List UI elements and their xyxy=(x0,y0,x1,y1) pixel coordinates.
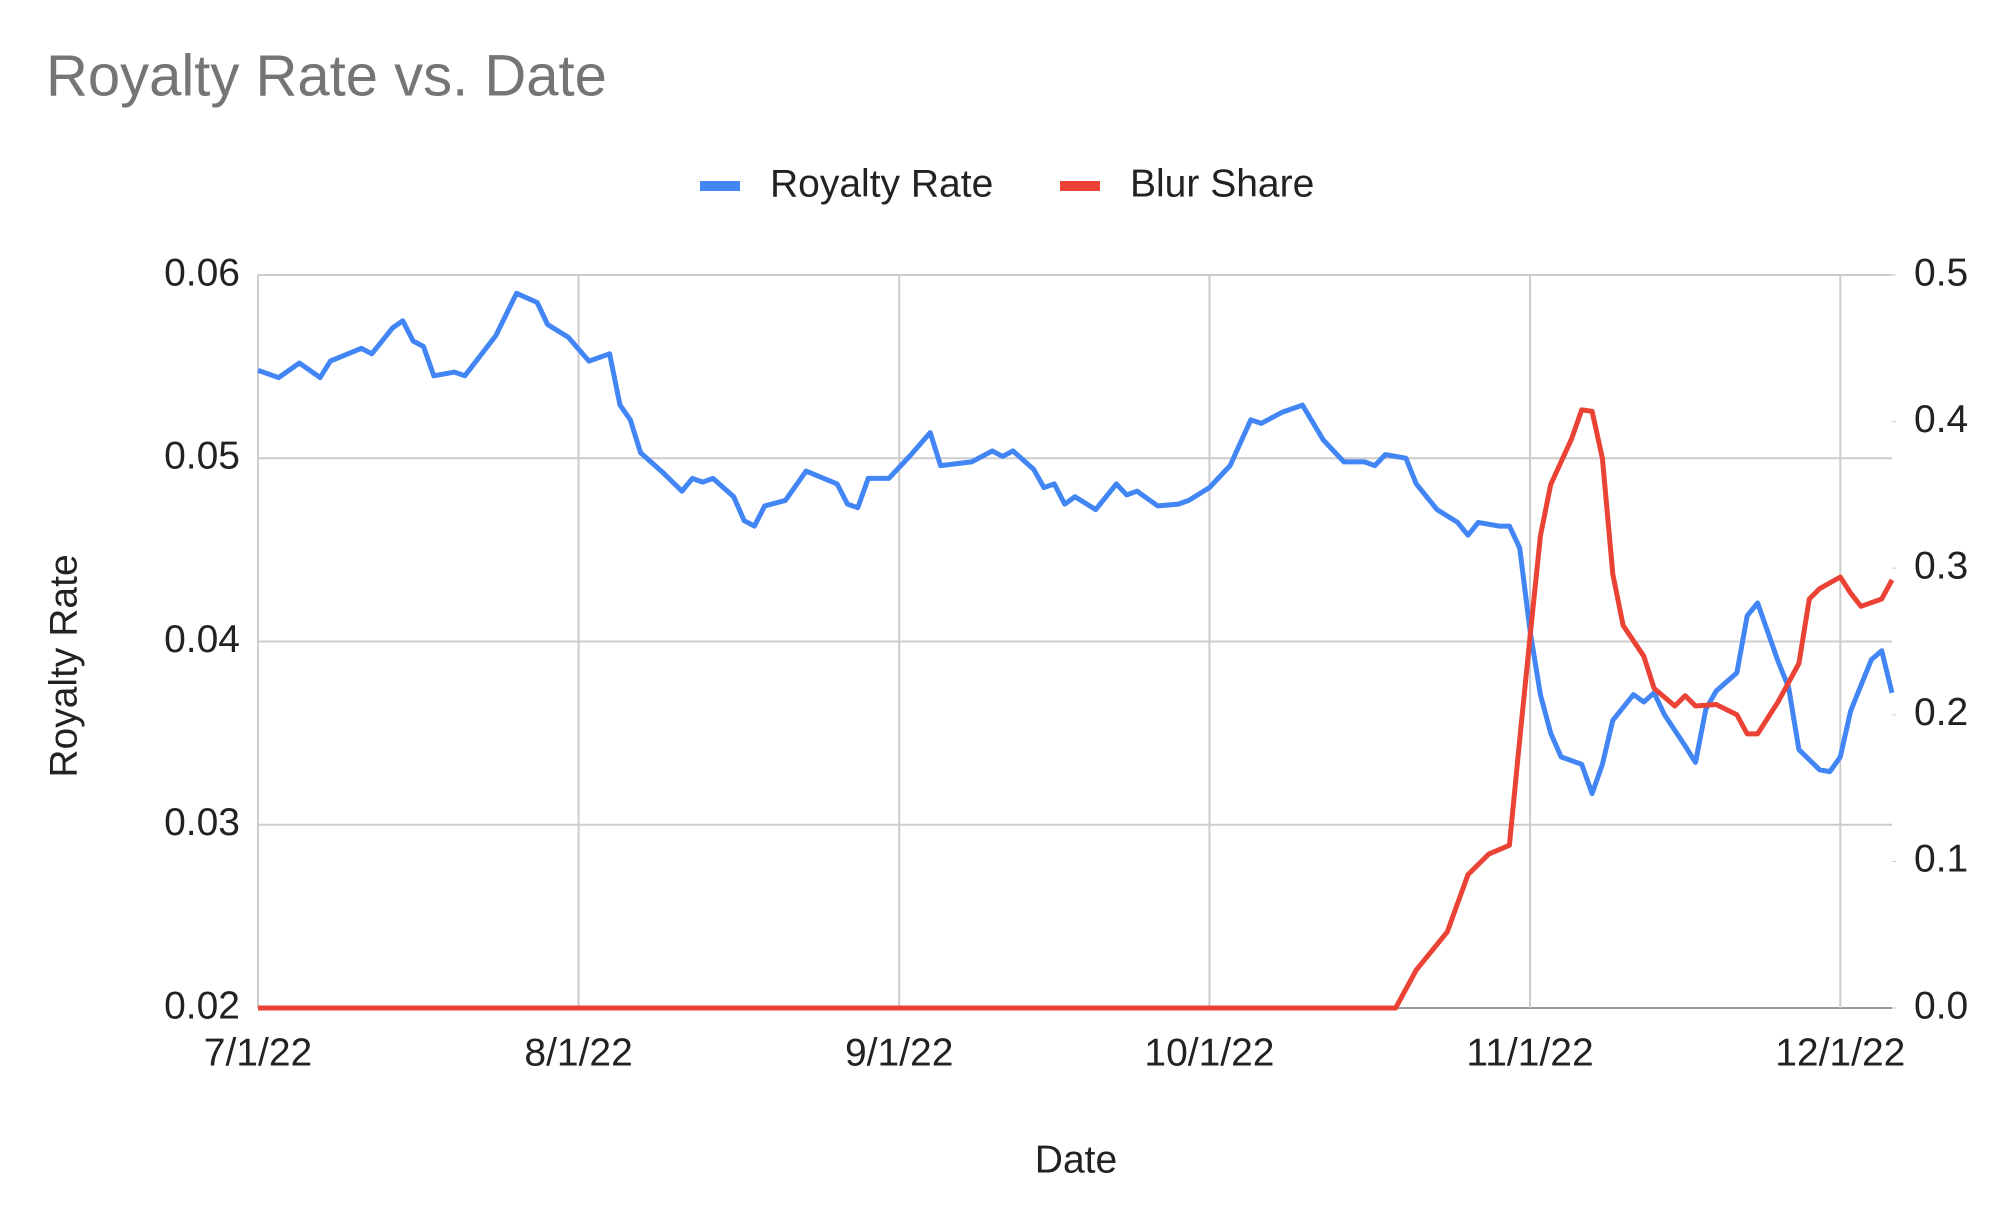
y-axis-title: Royalty Rate xyxy=(42,554,85,777)
y-tick-label: 0.04 xyxy=(164,618,240,661)
y2-tick-label: 0.3 xyxy=(1914,544,1968,587)
y2-tick-label: 0.2 xyxy=(1914,691,1968,734)
legend-label: Blur Share xyxy=(1130,162,1314,205)
x-tick-label: 11/1/22 xyxy=(1466,1031,1593,1074)
y-tick-label: 0.06 xyxy=(164,251,240,294)
x-axis-title: Date xyxy=(1035,1138,1117,1181)
y-tick-label: 0.03 xyxy=(164,801,240,844)
y2-tick-label: 0.5 xyxy=(1914,251,1968,294)
x-tick-label: 9/1/22 xyxy=(845,1031,953,1074)
x-tick-label: 12/1/22 xyxy=(1775,1031,1905,1074)
y2-tick-label: 0.0 xyxy=(1914,984,1968,1027)
y2-tick-label: 0.4 xyxy=(1914,398,1968,441)
series-line xyxy=(258,407,1895,1011)
y2-tick-label: 0.1 xyxy=(1914,838,1968,881)
chart-title: Royalty Rate vs. Date xyxy=(46,43,607,108)
x-tick-label: 8/1/22 xyxy=(524,1031,632,1074)
legend-label: Royalty Rate xyxy=(770,162,993,205)
y-tick-label: 0.02 xyxy=(164,984,240,1027)
x-tick-label: 7/1/22 xyxy=(204,1031,312,1074)
series-line xyxy=(257,290,1895,797)
y-tick-label: 0.05 xyxy=(164,435,240,478)
x-tick-label: 10/1/22 xyxy=(1144,1031,1274,1074)
